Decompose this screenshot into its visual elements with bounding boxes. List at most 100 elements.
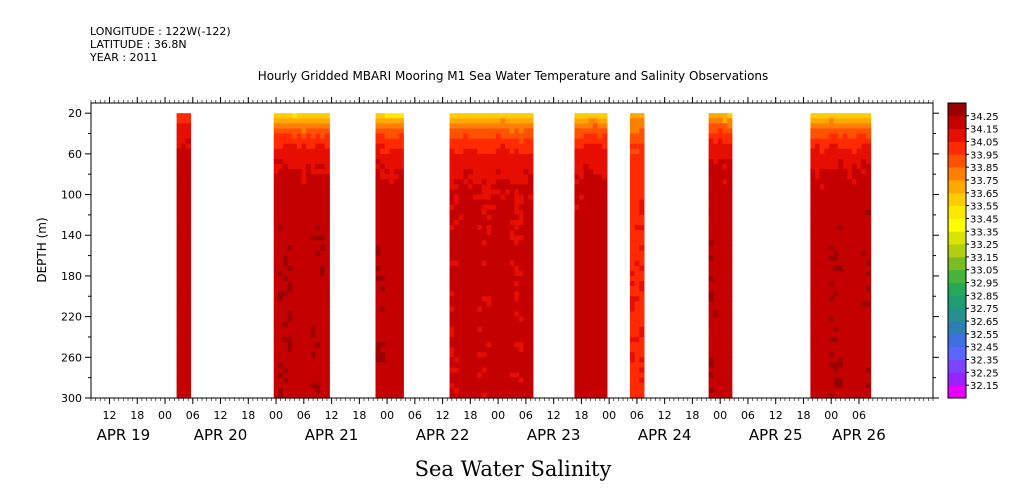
heatmap-cell bbox=[634, 352, 640, 358]
heatmap-cell bbox=[592, 123, 599, 130]
heatmap-cell bbox=[500, 260, 506, 267]
heatmap-cell bbox=[301, 372, 307, 379]
heatmap-cell bbox=[713, 301, 719, 308]
heatmap-cell bbox=[514, 372, 520, 379]
heatmap-cell bbox=[852, 362, 858, 369]
heatmap-cell bbox=[315, 214, 321, 221]
heatmap-cell bbox=[722, 352, 728, 358]
heatmap-cell bbox=[296, 235, 303, 241]
heatmap-cell bbox=[306, 281, 312, 287]
heatmap-cell bbox=[602, 372, 608, 379]
heatmap-cell bbox=[509, 382, 515, 389]
heatmap-cell bbox=[852, 260, 858, 267]
heatmap-cell bbox=[505, 164, 511, 170]
heatmap-cell bbox=[819, 240, 825, 247]
heatmap-cell bbox=[324, 260, 330, 267]
heatmap-cell bbox=[301, 331, 307, 338]
heatmap-cell bbox=[861, 321, 867, 328]
heatmap-cell bbox=[324, 265, 330, 272]
heatmap-cell bbox=[287, 270, 293, 277]
heatmap-cell bbox=[865, 306, 872, 313]
heatmap-cell bbox=[629, 250, 636, 257]
heatmap-cell bbox=[449, 275, 455, 282]
heatmap-cell bbox=[518, 291, 525, 297]
heatmap-cell bbox=[528, 377, 534, 384]
heatmap-cell bbox=[639, 291, 645, 297]
heatmap-cell bbox=[468, 123, 474, 130]
heatmap-cell bbox=[828, 382, 835, 389]
heatmap-cell bbox=[477, 311, 483, 318]
heatmap-cell bbox=[852, 240, 858, 247]
heatmap-cell bbox=[486, 342, 492, 348]
heatmap-cell bbox=[481, 372, 488, 379]
heatmap-cell bbox=[301, 270, 307, 277]
heatmap-cell bbox=[477, 377, 483, 384]
heatmap-cell bbox=[842, 240, 849, 247]
heatmap-cell bbox=[454, 377, 460, 384]
heatmap-cell bbox=[602, 199, 608, 206]
heatmap-cell bbox=[458, 128, 465, 135]
heatmap-cell bbox=[828, 204, 835, 211]
heatmap-cell bbox=[865, 235, 872, 241]
heatmap-cell bbox=[375, 275, 381, 282]
heatmap-cell bbox=[847, 245, 853, 252]
heatmap-cell bbox=[588, 265, 594, 272]
heatmap-cells bbox=[176, 113, 872, 399]
heatmap-cell bbox=[824, 275, 830, 282]
heatmap-cell bbox=[324, 377, 330, 384]
heatmap-cell bbox=[458, 392, 465, 399]
heatmap-cell bbox=[713, 235, 719, 241]
heatmap-cell bbox=[315, 357, 321, 363]
heatmap-cell bbox=[389, 326, 395, 333]
heatmap-cell bbox=[574, 240, 580, 247]
heatmap-cell bbox=[865, 387, 872, 394]
heatmap-cell bbox=[181, 286, 187, 292]
heatmap-cell bbox=[491, 367, 497, 374]
heatmap-cell bbox=[579, 219, 585, 226]
heatmap-cell bbox=[463, 377, 469, 384]
heatmap-cell bbox=[495, 113, 502, 119]
x-day-label: APR 22 bbox=[416, 426, 470, 444]
heatmap-cell bbox=[176, 382, 182, 389]
heatmap-cell bbox=[389, 219, 395, 226]
heatmap-cell bbox=[278, 296, 284, 302]
heatmap-cell bbox=[296, 336, 303, 343]
heatmap-cell bbox=[634, 357, 640, 363]
heatmap-cell bbox=[273, 357, 279, 363]
heatmap-cell bbox=[713, 326, 719, 333]
heatmap-cell bbox=[287, 250, 293, 257]
heatmap-cell bbox=[634, 219, 640, 226]
heatmap-cell bbox=[810, 179, 816, 185]
heatmap-cell bbox=[306, 331, 312, 338]
heatmap-cell bbox=[592, 316, 599, 323]
heatmap-cell bbox=[500, 331, 506, 338]
heatmap-cell bbox=[472, 270, 478, 277]
heatmap-cell bbox=[597, 245, 603, 252]
heatmap-cell bbox=[717, 377, 724, 384]
heatmap-cell bbox=[639, 281, 645, 287]
heatmap-cell bbox=[315, 270, 321, 277]
heatmap-cell bbox=[176, 158, 182, 165]
heatmap-cell bbox=[472, 342, 478, 348]
heatmap-cell bbox=[278, 219, 284, 226]
heatmap-cell bbox=[315, 143, 321, 150]
heatmap-cell bbox=[514, 352, 520, 358]
heatmap-cell bbox=[592, 153, 599, 160]
heatmap-cell bbox=[509, 326, 515, 333]
heatmap-cell bbox=[722, 158, 728, 165]
heatmap-cell bbox=[505, 250, 511, 257]
heatmap-cell bbox=[324, 179, 330, 185]
heatmap-cell bbox=[278, 306, 284, 313]
heatmap-cell bbox=[375, 225, 381, 231]
heatmap-cell bbox=[865, 357, 872, 363]
heatmap-cell bbox=[296, 214, 303, 221]
heatmap-cell bbox=[481, 113, 488, 119]
heatmap-cell bbox=[491, 148, 497, 155]
heatmap-cell bbox=[828, 331, 835, 338]
heatmap-cell bbox=[722, 133, 728, 140]
heatmap-cell bbox=[514, 331, 520, 338]
heatmap-cell bbox=[713, 209, 719, 216]
heatmap-cell bbox=[828, 275, 835, 282]
heatmap-cell bbox=[324, 275, 330, 282]
heatmap-cell bbox=[384, 113, 390, 119]
